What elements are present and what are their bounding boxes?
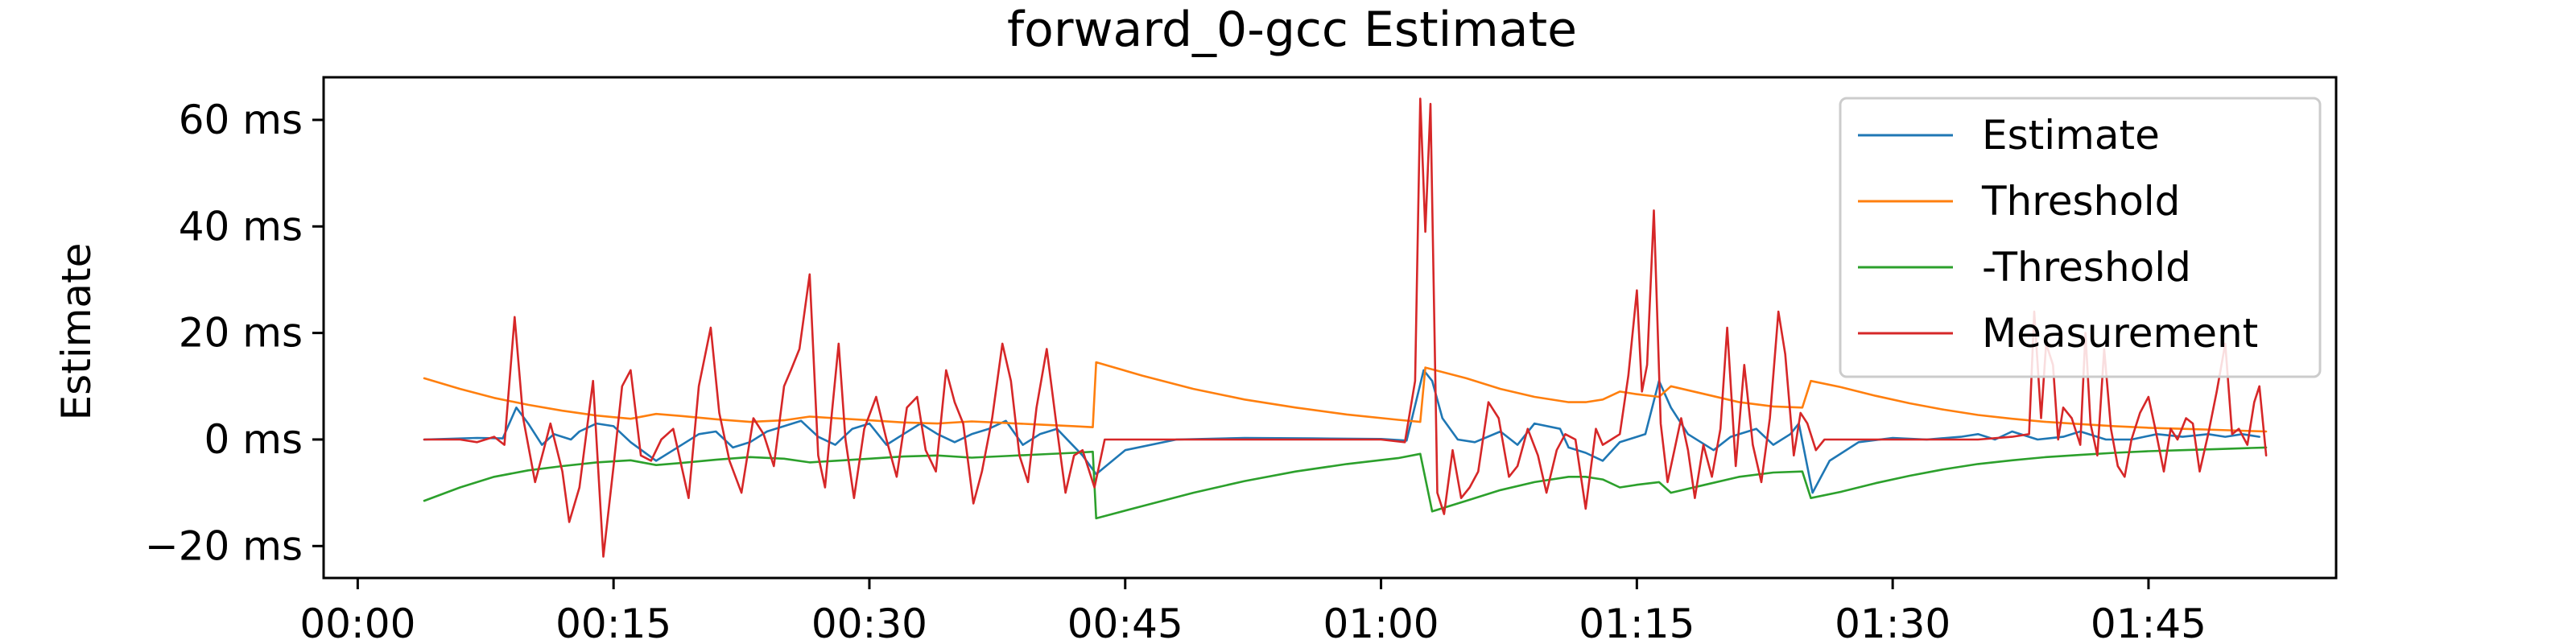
axes-layer: −20 ms 0 ms 20 ms 40 ms 60 ms 00:00 00:15 00:30… (145, 76, 2338, 644)
chart-title: forward_0-gcc Estimate (1007, 2, 1577, 58)
series-line-2 (423, 361, 2268, 433)
x-tick-label: 00:30 (811, 601, 927, 644)
x-tick-label: 00:15 (555, 601, 671, 644)
x-tick-label: 01:45 (2091, 601, 2207, 644)
legend-box (1839, 97, 2322, 378)
y-tick-label: 20 ms (179, 310, 303, 357)
x-tick-label: 01:30 (1835, 601, 1951, 644)
y-tick-label: 40 ms (179, 203, 303, 250)
y-axis-label: Estimate (53, 243, 100, 421)
series-layer (423, 97, 2268, 558)
y-tick-label: 0 ms (204, 416, 303, 463)
x-tick-label: 01:15 (1579, 601, 1695, 644)
series-line-4 (423, 97, 2268, 558)
legend-label: Estimate (1982, 112, 2160, 159)
series-line-3 (423, 446, 2268, 520)
y-tick-label: 60 ms (179, 97, 303, 143)
x-tick-label: 01:00 (1323, 601, 1439, 644)
legend-label: -Threshold (1982, 244, 2191, 291)
legend: Estimate Threshold -Threshold Measurement (1839, 97, 2322, 378)
legend-label: Threshold (1981, 178, 2180, 225)
x-tick-label: 00:45 (1067, 601, 1183, 644)
x-tick-label: 00:00 (299, 601, 415, 644)
y-tick-label: −20 ms (145, 522, 303, 569)
plot-frame (322, 76, 2338, 580)
legend-label: Measurement (1982, 310, 2258, 357)
series-line-1 (423, 369, 2260, 494)
